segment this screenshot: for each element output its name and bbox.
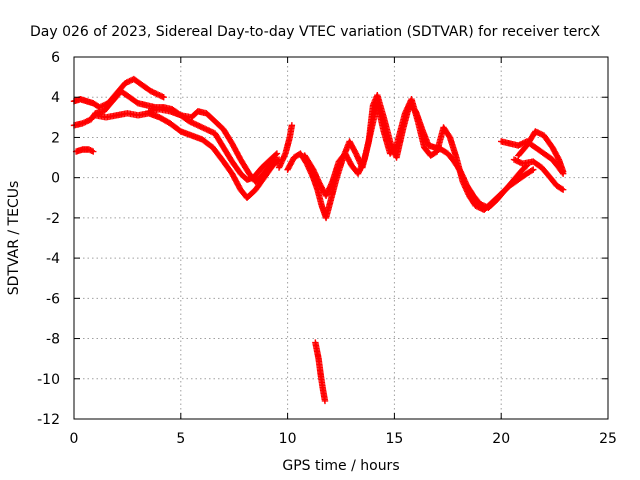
data-point: [288, 122, 296, 129]
series-track-6: [275, 122, 296, 171]
y-tick-label: -10: [37, 372, 60, 388]
x-tick-label: 0: [70, 431, 79, 447]
series-track-11: [515, 128, 567, 175]
plot-frame: [73, 56, 609, 420]
y-tick-label: -12: [37, 412, 60, 428]
x-tick-label: 25: [599, 431, 617, 447]
y-tick-label: -8: [46, 332, 60, 348]
series-track-12: [510, 156, 567, 193]
data-point: [530, 166, 537, 173]
y-tick-label: 4: [51, 90, 60, 106]
y-axis-label: SDTVAR / TECUs: [6, 181, 22, 296]
series-track-9: [312, 339, 329, 405]
data-series: [70, 75, 567, 405]
y-tick-label: -6: [46, 291, 60, 307]
series-track-3: [92, 110, 283, 201]
data-point: [558, 185, 566, 193]
series-track-8: [301, 96, 537, 214]
x-tick-label: 5: [176, 431, 185, 447]
x-axis-label: GPS time / hours: [282, 458, 399, 474]
data-point: [528, 167, 536, 174]
grid-lines: [74, 57, 608, 419]
data-point: [559, 168, 567, 175]
y-tick-label: 0: [51, 171, 60, 187]
series-track-4: [145, 106, 278, 185]
series-track-1: [70, 75, 167, 111]
data-point: [90, 148, 97, 155]
y-tick-label: -4: [46, 251, 60, 267]
series-track-5: [72, 146, 97, 155]
data-point: [271, 154, 278, 161]
x-tick-label: 10: [279, 431, 297, 447]
data-point: [272, 151, 280, 158]
data-point: [270, 155, 278, 163]
y-tick-label: 6: [51, 50, 60, 66]
y-tick-label: -2: [46, 211, 60, 227]
x-tick-label: 15: [385, 431, 403, 447]
axis-ticks: 0 5 10 15 20 25 -12 -10 -8 -6 -4 -2 0 2 4 6: [37, 50, 617, 447]
y-tick-label: 2: [51, 130, 60, 146]
data-point: [559, 186, 567, 193]
x-tick-label: 20: [492, 431, 510, 447]
data-point: [321, 397, 329, 405]
data-point: [160, 94, 167, 101]
data-point: [273, 150, 281, 157]
chart-title: Day 026 of 2023, Sidereal Day-to-day VTE…: [30, 24, 600, 40]
series-track-2: [70, 87, 281, 183]
